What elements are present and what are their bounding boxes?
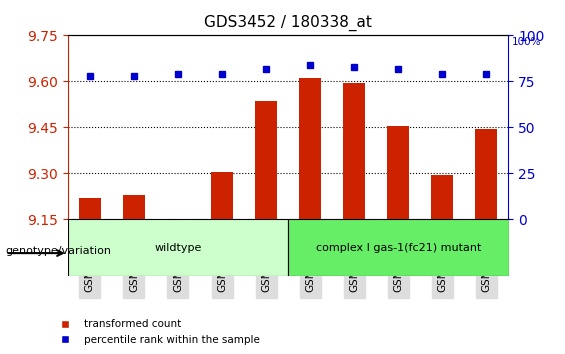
Text: genotype/variation: genotype/variation [6, 246, 112, 256]
Text: complex I gas-1(fc21) mutant: complex I gas-1(fc21) mutant [316, 243, 481, 253]
Bar [211, 172, 233, 219]
Legend: transformed count, percentile rank within the sample: transformed count, percentile rank withi… [50, 315, 264, 349]
Bar [387, 126, 409, 219]
Bar [343, 83, 365, 219]
Bar [431, 175, 453, 219]
Title: GDS3452 / 180338_at: GDS3452 / 180338_at [204, 15, 372, 31]
Bar [255, 101, 277, 219]
Bar [299, 78, 321, 219]
FancyBboxPatch shape [68, 219, 288, 276]
Bar [79, 198, 101, 219]
Bar [475, 129, 497, 219]
Bar [123, 195, 145, 219]
FancyBboxPatch shape [288, 219, 508, 276]
Text: wildtype: wildtype [154, 243, 202, 253]
Text: 100%: 100% [511, 37, 541, 47]
